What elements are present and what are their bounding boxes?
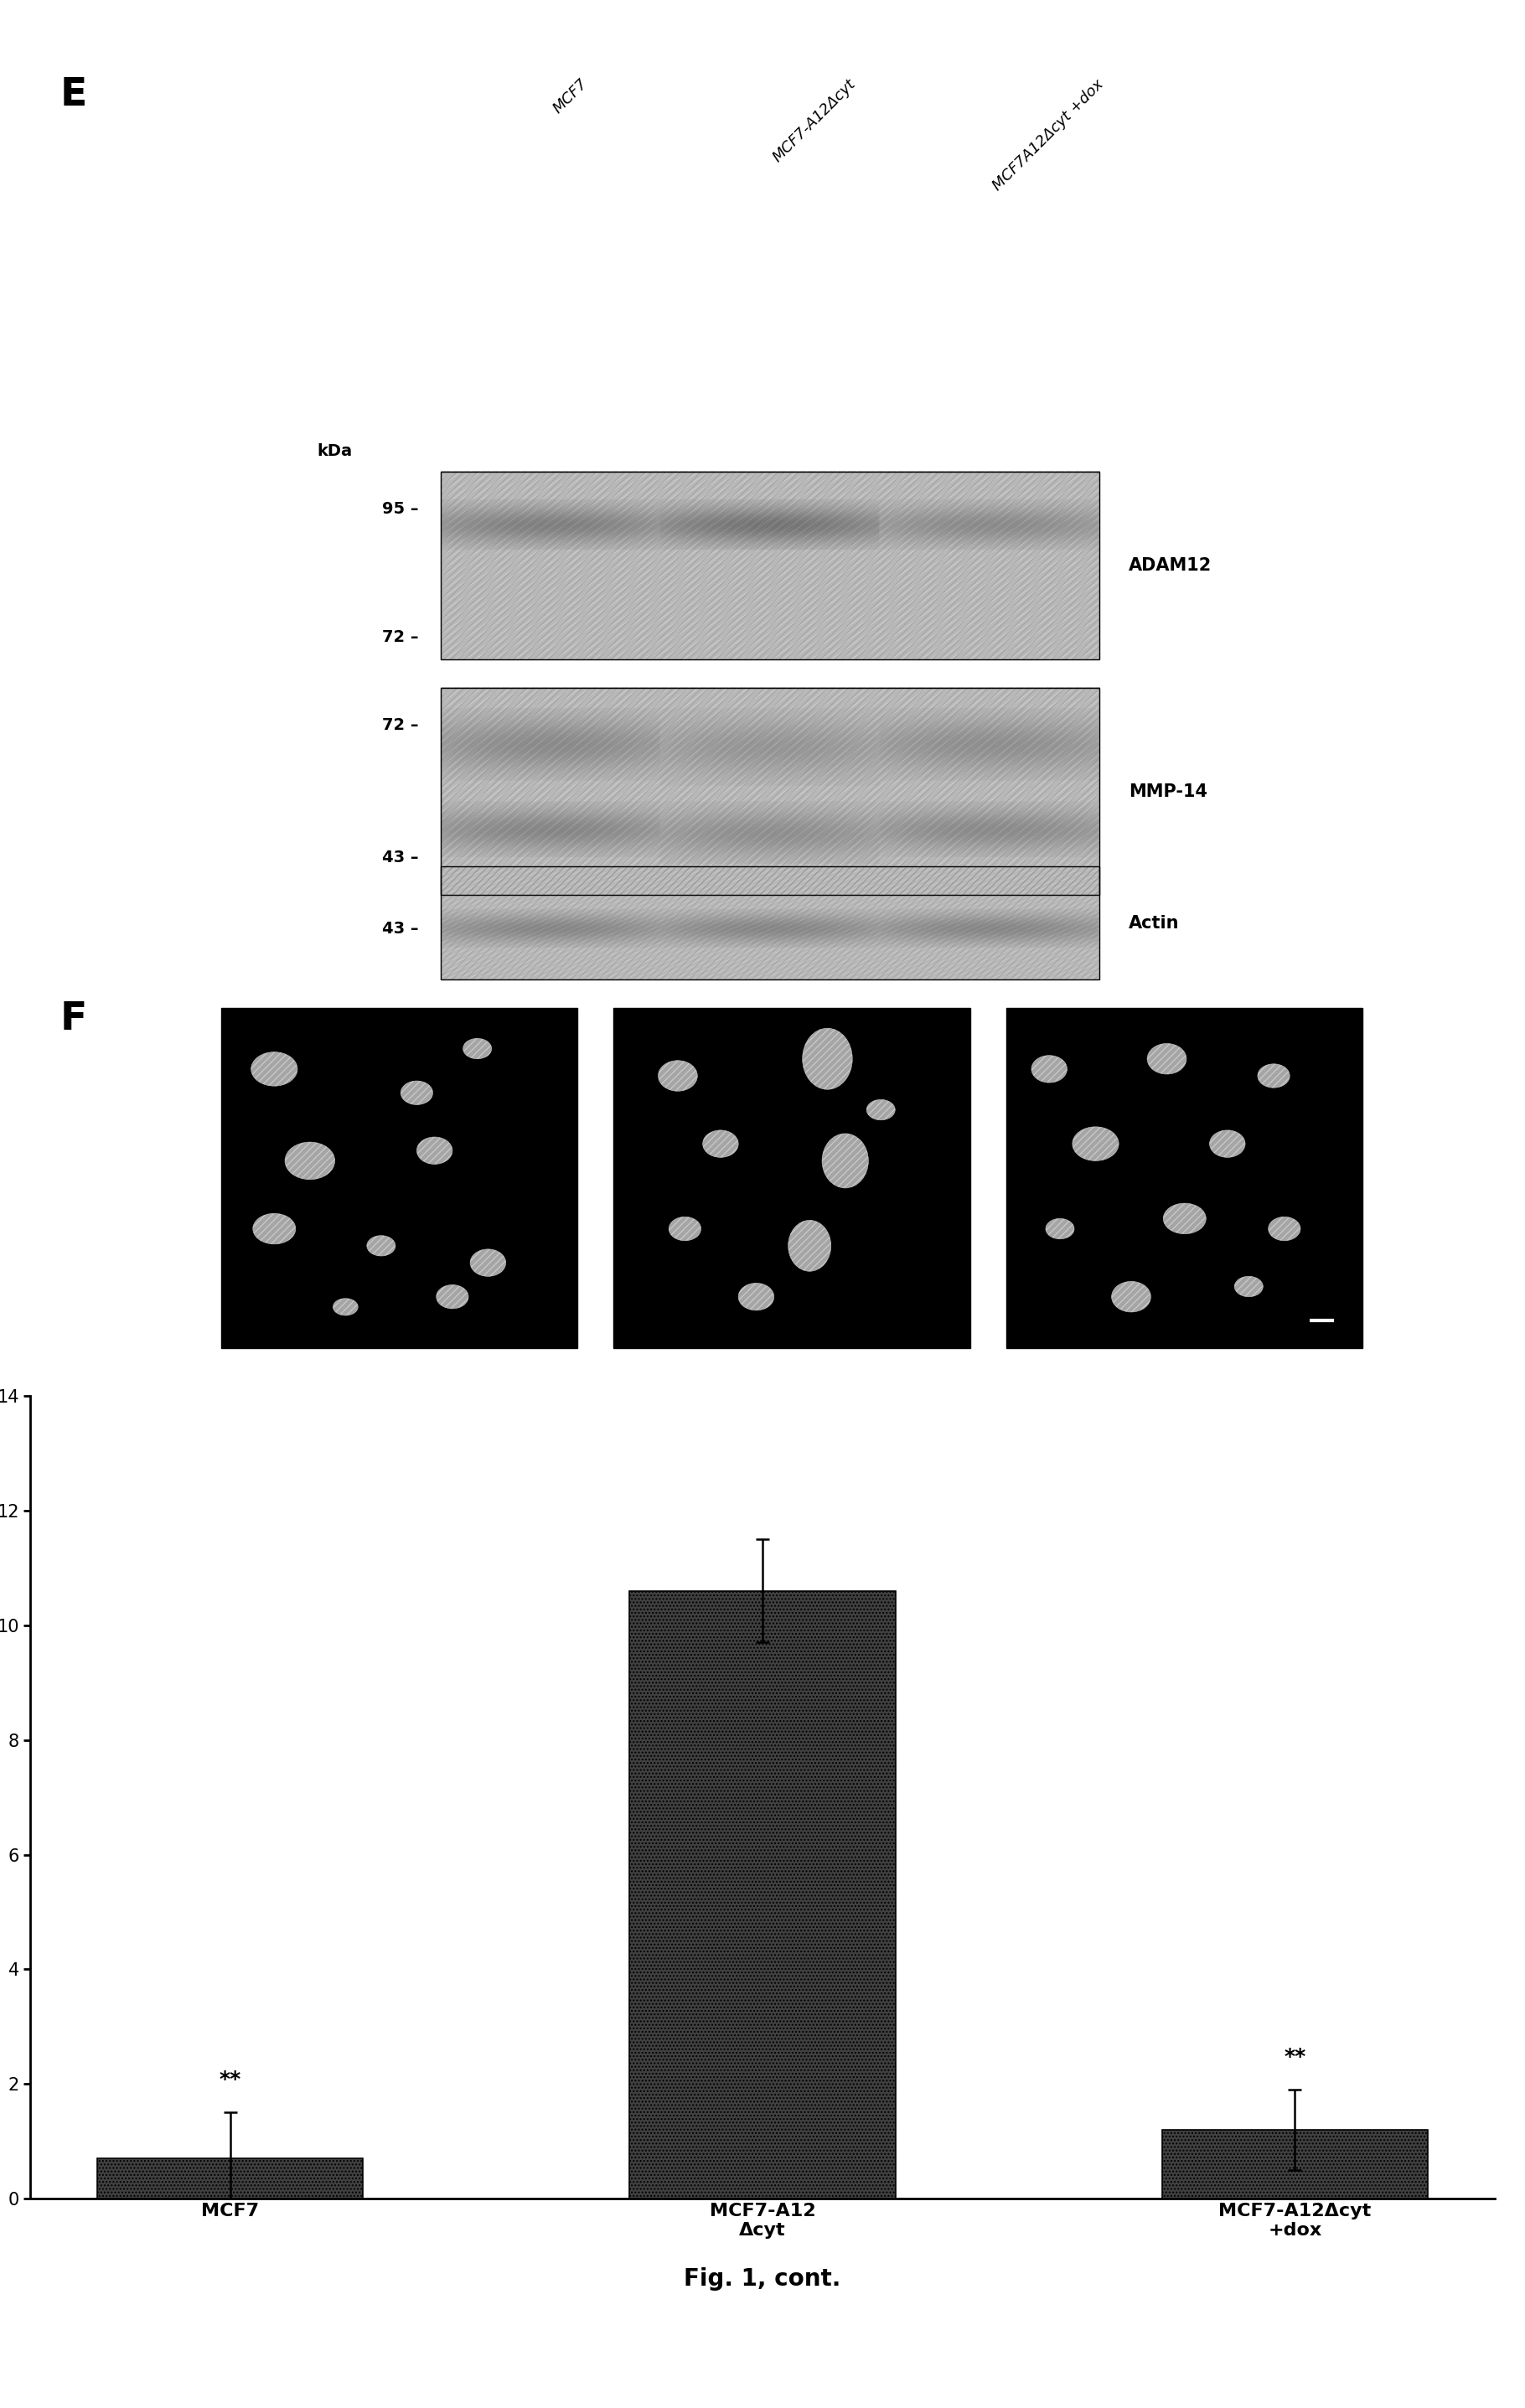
Ellipse shape: [1235, 1276, 1263, 1298]
Ellipse shape: [703, 1129, 738, 1158]
Text: E: E: [59, 77, 87, 113]
Text: MCF7: MCF7: [551, 77, 590, 116]
Ellipse shape: [416, 1137, 453, 1163]
Text: **: **: [1284, 2047, 1305, 2066]
Ellipse shape: [332, 1298, 358, 1315]
Ellipse shape: [1046, 1218, 1074, 1240]
Ellipse shape: [1164, 1204, 1206, 1233]
Text: ADAM12: ADAM12: [1128, 556, 1212, 573]
Ellipse shape: [738, 1283, 775, 1310]
Ellipse shape: [253, 1214, 296, 1245]
Text: MMP-14: MMP-14: [1128, 783, 1208, 799]
Ellipse shape: [1258, 1064, 1290, 1088]
Text: **: **: [220, 2068, 241, 2090]
Ellipse shape: [669, 1216, 702, 1240]
Ellipse shape: [470, 1250, 506, 1276]
Ellipse shape: [1072, 1127, 1119, 1161]
Ellipse shape: [1147, 1043, 1186, 1074]
Ellipse shape: [368, 1235, 395, 1257]
Ellipse shape: [285, 1141, 336, 1180]
Text: MCF7-A12Δcyt: MCF7-A12Δcyt: [770, 77, 859, 166]
FancyBboxPatch shape: [1007, 1009, 1363, 1348]
Text: Fig. 1, cont.: Fig. 1, cont.: [685, 2268, 840, 2290]
Ellipse shape: [866, 1100, 895, 1120]
Ellipse shape: [1112, 1281, 1151, 1312]
Text: 43 –: 43 –: [381, 920, 418, 937]
Ellipse shape: [1031, 1055, 1068, 1084]
Bar: [630, 1592, 895, 2199]
Ellipse shape: [252, 1052, 297, 1086]
Bar: [98, 2158, 363, 2199]
Ellipse shape: [802, 1028, 852, 1088]
Text: F: F: [59, 999, 87, 1038]
Ellipse shape: [436, 1286, 468, 1308]
Bar: [1162, 2129, 1427, 2199]
Ellipse shape: [401, 1081, 433, 1105]
Ellipse shape: [1269, 1216, 1301, 1240]
Ellipse shape: [464, 1038, 491, 1060]
Text: 72 –: 72 –: [381, 718, 418, 732]
FancyBboxPatch shape: [613, 1009, 970, 1348]
Text: Actin: Actin: [1128, 915, 1179, 932]
Text: MCF7A12Δcyt +dox: MCF7A12Δcyt +dox: [990, 77, 1106, 193]
FancyBboxPatch shape: [221, 1009, 576, 1348]
Text: 95 –: 95 –: [381, 501, 418, 518]
Ellipse shape: [659, 1060, 697, 1091]
Text: 43 –: 43 –: [381, 850, 418, 864]
Ellipse shape: [1209, 1129, 1246, 1158]
Ellipse shape: [788, 1221, 831, 1271]
Text: 72 –: 72 –: [381, 628, 418, 645]
Ellipse shape: [822, 1134, 868, 1187]
Text: kDa: kDa: [317, 443, 352, 460]
